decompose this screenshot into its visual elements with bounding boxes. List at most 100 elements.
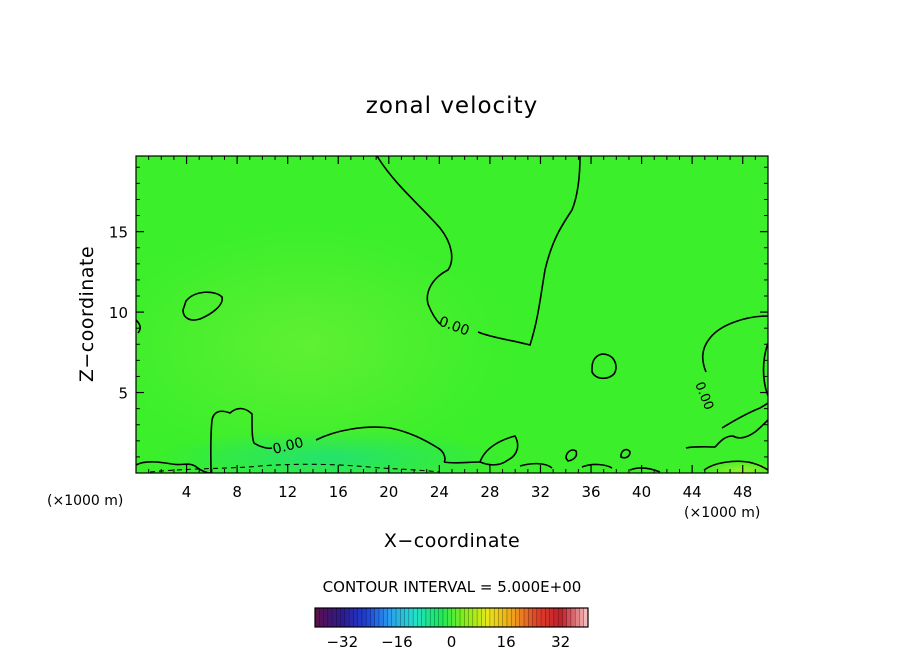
colorbar-cell (353, 608, 358, 627)
colorbar-cell (370, 608, 376, 627)
x-tick-label: 44 (683, 483, 702, 501)
colorbar-cell (485, 608, 491, 627)
colorbar-cell (349, 608, 354, 627)
colorbar-cell (549, 608, 555, 627)
zero-contour-left-edge (136, 319, 141, 334)
colorbar-cell (477, 608, 482, 627)
colorbar-cell (391, 608, 397, 627)
zero-contour-right (701, 315, 768, 373)
colorbar-ticks: −32 −16 0 16 32 (326, 633, 570, 651)
mid-level-positive-region (136, 225, 505, 465)
colorbar-cell (357, 608, 363, 627)
colorbar (314, 607, 589, 628)
colorbar-cell (451, 608, 457, 627)
colorbar-cell (545, 608, 550, 627)
zero-contour-surface-right (703, 460, 768, 471)
colorbar-cell (562, 608, 567, 627)
colorbar-cell (442, 608, 448, 627)
colorbar-cell (421, 608, 427, 627)
chart-title: zonal velocity (366, 93, 538, 119)
colorbar-cell (383, 608, 388, 627)
colorbar-cell (378, 608, 384, 627)
colorbar-tick-label: −32 (326, 633, 358, 651)
colorbar-cell (575, 608, 580, 627)
plot-area: 0.00 0.00 0.00 4 8 12 16 20 24 28 32 36 40 44 48 51… (109, 155, 769, 501)
colorbar-cell (553, 608, 559, 627)
colorbar-tick-label: 32 (551, 633, 570, 651)
x-tick-label: 12 (278, 483, 297, 501)
y-tick-label: 15 (109, 224, 128, 242)
colorbar-cell (417, 608, 422, 627)
colorbar-cell (506, 608, 512, 627)
x-tick-label: 36 (581, 483, 600, 501)
colorbar-cell (570, 608, 576, 627)
contour-label: 0.00 (271, 435, 305, 458)
colorbar-cell (408, 608, 414, 627)
colorbar-tick-label: 0 (447, 633, 457, 651)
colorbar-cell (566, 608, 572, 627)
x-tick-label: 16 (329, 483, 348, 501)
colorbar-cell (528, 608, 533, 627)
colorbar-cell (332, 608, 337, 627)
zero-contour-right-shelf (685, 419, 768, 449)
zero-contour-low-34 (565, 449, 578, 462)
colorbar-cell (336, 608, 341, 627)
colorbar-cell (361, 608, 367, 627)
zero-contour-blob-left (182, 291, 223, 321)
x-tick-label: 28 (480, 483, 499, 501)
x-tick-label: 48 (733, 483, 752, 501)
colorbar-cell (387, 608, 393, 627)
colorbar-cell (515, 608, 521, 627)
colorbar-cell (327, 608, 333, 627)
colorbar-tick-label: −16 (381, 633, 413, 651)
x-tick-label: 40 (632, 483, 651, 501)
colorbar-cell (344, 608, 350, 627)
colorbar-cell (532, 608, 538, 627)
x-tick-label: 20 (379, 483, 398, 501)
colorbar-cell (319, 608, 324, 627)
colorbar-cell (447, 608, 452, 627)
colorbar-frame (314, 607, 589, 628)
zero-contour-low-left (209, 407, 273, 473)
colorbar-cell (455, 608, 461, 627)
low-level-jet-region (155, 430, 505, 473)
colorbar-cell (430, 608, 435, 627)
colorbar-cell (558, 608, 563, 627)
zero-contour-surface-mid (443, 461, 661, 473)
colorbar-cell (579, 608, 585, 627)
y-tick-label: 10 (109, 304, 128, 322)
colorbar-cell (425, 608, 431, 627)
colorbar-cell (468, 608, 474, 627)
colorbar-cell (489, 608, 495, 627)
y-tick-label: 5 (118, 385, 128, 403)
x-axis-label: X−coordinate (384, 530, 520, 552)
colorbar-cell (413, 608, 418, 627)
colorbar-cell (519, 608, 525, 627)
zero-contour-low-middle (315, 426, 446, 463)
colorbar-cell (340, 608, 346, 627)
colorbar-cell (524, 608, 529, 627)
colorbar-cell (400, 608, 405, 627)
y-axis-ticks: 5 10 15 (109, 166, 768, 458)
colorbar-cell (583, 608, 589, 627)
zero-contour-upper (376, 156, 453, 325)
x-tick-label: 8 (232, 483, 242, 501)
x-tick-label: 24 (430, 483, 449, 501)
zero-contour-dashed-jet (149, 463, 441, 473)
colorbar-cell (460, 608, 465, 627)
colorbar-cell (541, 608, 546, 627)
colorbar-cell (438, 608, 444, 627)
colorbar-cell (481, 608, 486, 627)
zero-contour-blob-36 (591, 353, 617, 380)
colorbar-cell (494, 608, 499, 627)
colorbar-cell (472, 608, 478, 627)
colorbar-tick-label: 16 (497, 633, 516, 651)
zero-contour-upper-right (477, 156, 581, 346)
colorbar-cell (498, 608, 503, 627)
zero-contour-right-edge (762, 342, 768, 397)
y-axis-label: Z−coordinate (76, 246, 98, 382)
colorbar-cell (434, 608, 440, 627)
colorbar-cell (374, 608, 380, 627)
x-tick-label: 4 (182, 483, 192, 501)
